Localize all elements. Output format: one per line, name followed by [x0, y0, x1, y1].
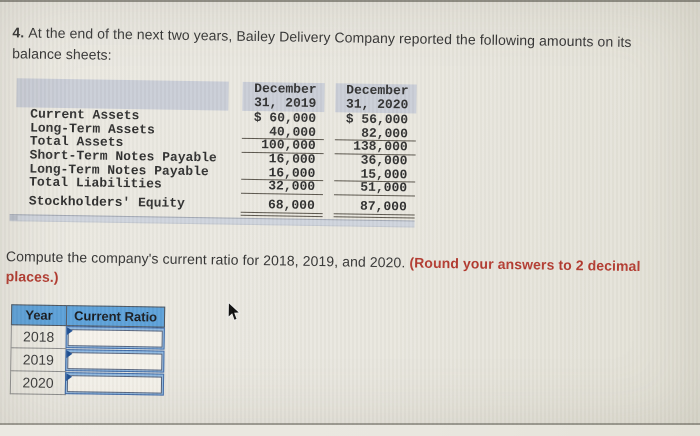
amount-2020: 51,000 [333, 180, 416, 197]
mouse-cursor-icon [227, 301, 242, 328]
current-ratio-input-2018[interactable] [67, 329, 163, 348]
question-text: 4. At the end of the next two years, Bail… [12, 22, 685, 75]
table-row-stockholders-equity: Stockholders' Equity 68,000 87,000 [15, 194, 415, 219]
year-cell: 2019 [10, 348, 67, 373]
ratio-cell [65, 326, 165, 351]
current-ratio-input-2019[interactable] [67, 352, 163, 371]
answer-table-header: Year Current Ratio [10, 304, 166, 328]
year-column-header: Year [10, 304, 68, 327]
photo-bottom-edge [0, 423, 700, 425]
current-ratio-input-2020[interactable] [66, 375, 163, 394]
column-header-2019: December 31, 2019 [242, 81, 325, 113]
year-cell: 2018 [10, 325, 67, 350]
year-cell: 2020 [9, 371, 67, 396]
table-row-2020: 2020 [9, 371, 165, 397]
balance-sheet-table: December 31, 2019 December 31, 2020 Curr… [15, 78, 417, 219]
instruction-text: Compute the company's current ratio for … [6, 246, 687, 297]
ratio-cell [65, 349, 165, 374]
table-row-2019: 2019 [10, 348, 165, 374]
answer-table: Year Current Ratio 2018 2019 2020 [9, 304, 166, 397]
scrollbar-left-cap [9, 215, 18, 221]
rounding-note: (Round your answers to 2 decimal [409, 254, 641, 275]
table-row-2018: 2018 [10, 325, 165, 351]
amount-2019: 68,000 [240, 197, 323, 217]
column-header-2020: December 31, 2020 [335, 82, 417, 114]
amount-2020: 87,000 [333, 199, 415, 219]
amount-2019: 32,000 [240, 179, 324, 196]
current-ratio-column-header: Current Ratio [65, 305, 166, 328]
label-column-header [16, 78, 229, 111]
question-number: 4. [12, 24, 25, 41]
photo-top-edge [0, 0, 700, 2]
ratio-cell [64, 372, 165, 397]
